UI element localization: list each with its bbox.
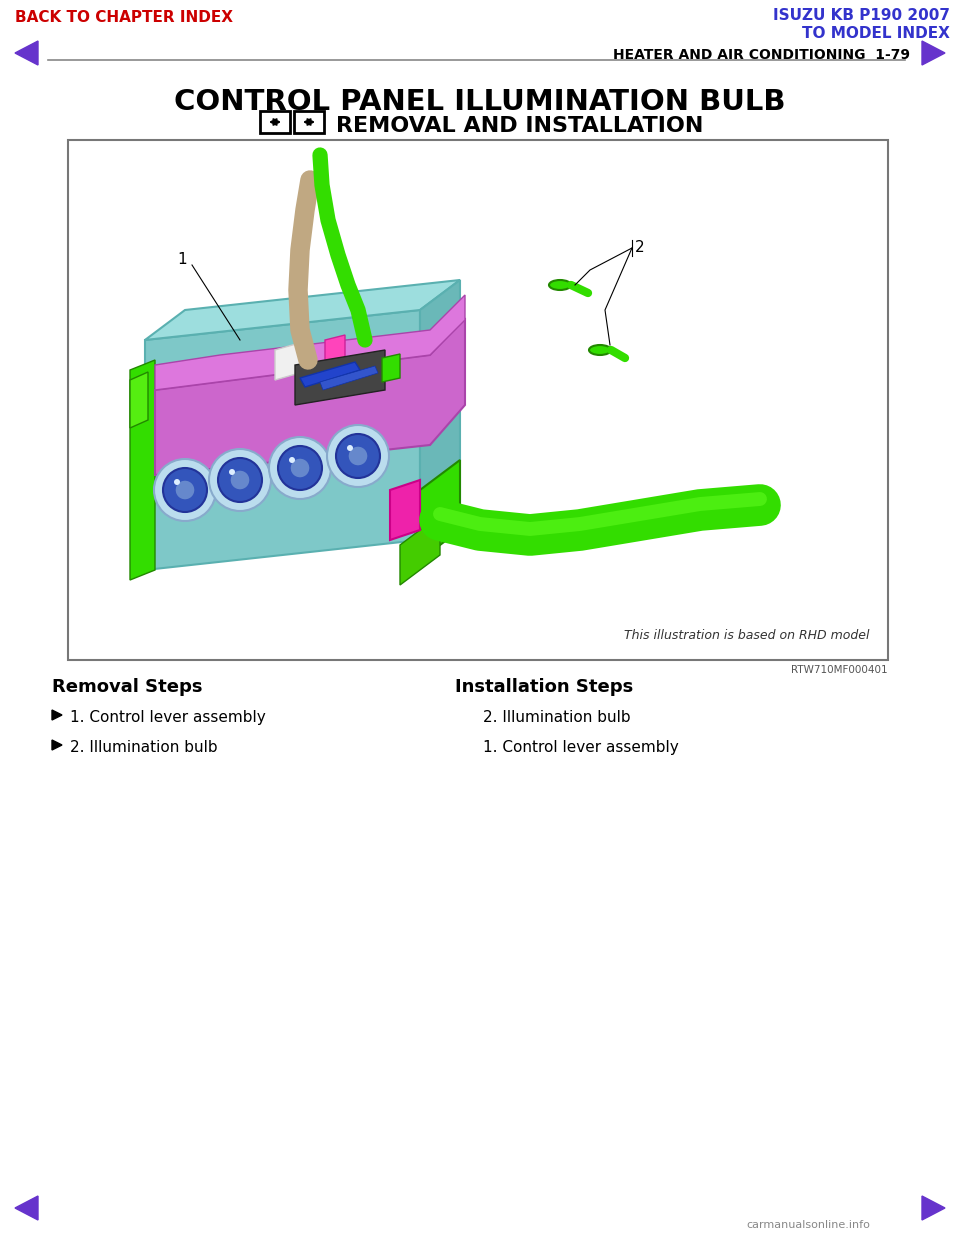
Polygon shape	[15, 41, 38, 65]
Text: 1: 1	[178, 252, 187, 267]
Text: 2. Illumination bulb: 2. Illumination bulb	[483, 710, 631, 725]
Polygon shape	[155, 296, 465, 390]
Polygon shape	[275, 340, 310, 380]
Polygon shape	[130, 373, 148, 428]
Text: REMOVAL AND INSTALLATION: REMOVAL AND INSTALLATION	[336, 116, 704, 137]
Ellipse shape	[175, 479, 195, 501]
Text: Installation Steps: Installation Steps	[455, 678, 634, 696]
Ellipse shape	[347, 445, 353, 451]
Ellipse shape	[348, 446, 368, 466]
Polygon shape	[325, 335, 345, 370]
Polygon shape	[300, 361, 360, 388]
Text: 2. Illumination bulb: 2. Illumination bulb	[70, 740, 218, 755]
Polygon shape	[420, 279, 460, 540]
Ellipse shape	[174, 479, 180, 484]
Polygon shape	[922, 1196, 945, 1220]
Ellipse shape	[218, 458, 262, 502]
Bar	[260, 111, 290, 133]
Text: CONTROL PANEL ILLUMINATION BULB: CONTROL PANEL ILLUMINATION BULB	[175, 88, 785, 116]
Ellipse shape	[289, 457, 295, 463]
Polygon shape	[420, 460, 460, 560]
Ellipse shape	[589, 345, 611, 355]
Ellipse shape	[336, 433, 380, 478]
Text: This illustration is based on RHD model: This illustration is based on RHD model	[625, 628, 870, 642]
Ellipse shape	[229, 469, 235, 474]
Text: Removal Steps: Removal Steps	[52, 678, 203, 696]
Polygon shape	[130, 360, 155, 580]
Text: 1. Control lever assembly: 1. Control lever assembly	[483, 740, 679, 755]
Polygon shape	[295, 350, 385, 405]
Ellipse shape	[549, 279, 571, 289]
Ellipse shape	[209, 450, 271, 510]
Bar	[68, 140, 888, 660]
Polygon shape	[155, 318, 465, 474]
Polygon shape	[52, 710, 62, 720]
Text: ISUZU KB P190 2007: ISUZU KB P190 2007	[773, 7, 950, 24]
Text: carmanualsonline.info: carmanualsonline.info	[746, 1220, 870, 1230]
Text: HEATER AND AIR CONDITIONING  1-79: HEATER AND AIR CONDITIONING 1-79	[613, 48, 910, 62]
Bar	[294, 111, 324, 133]
Ellipse shape	[278, 446, 322, 491]
Text: 2: 2	[636, 241, 645, 256]
Polygon shape	[145, 310, 420, 570]
Ellipse shape	[230, 469, 250, 491]
Polygon shape	[922, 41, 945, 65]
Polygon shape	[145, 279, 460, 340]
Polygon shape	[52, 740, 62, 750]
Text: 1. Control lever assembly: 1. Control lever assembly	[70, 710, 266, 725]
Ellipse shape	[269, 437, 331, 499]
Text: RTW710MF000401: RTW710MF000401	[791, 664, 888, 674]
Polygon shape	[382, 354, 400, 383]
Ellipse shape	[327, 425, 389, 487]
Text: TO MODEL INDEX: TO MODEL INDEX	[803, 26, 950, 41]
Polygon shape	[320, 366, 378, 390]
Polygon shape	[400, 515, 440, 585]
Ellipse shape	[163, 468, 207, 512]
Ellipse shape	[290, 458, 310, 478]
Polygon shape	[15, 1196, 38, 1220]
Ellipse shape	[154, 460, 216, 520]
Polygon shape	[390, 479, 420, 540]
Text: BACK TO CHAPTER INDEX: BACK TO CHAPTER INDEX	[15, 10, 233, 25]
